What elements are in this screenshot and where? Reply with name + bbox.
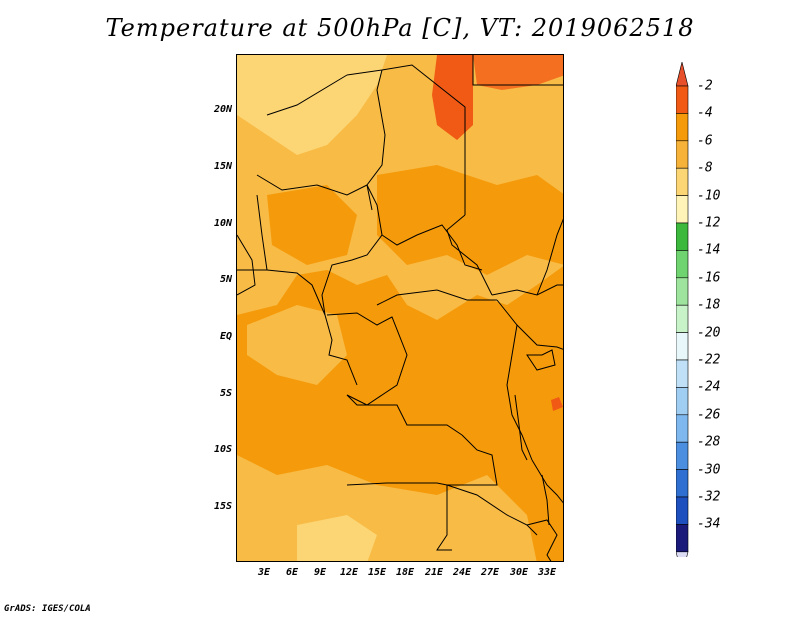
colorbar-label: -30 [697,462,721,478]
colorbar-label: -28 [697,434,721,450]
shade-warm-east [551,397,563,411]
colorbar-swatch [676,469,689,498]
colorbar-swatch [676,304,689,333]
shade-pale-south [297,515,377,561]
map-canvas [237,55,563,561]
lat-label-10s: 10S [213,444,232,455]
colorbar-label: -14 [697,242,721,258]
colorbar-swatch [676,113,689,142]
border-angola-north [346,394,463,436]
border-niger-chad [366,69,386,211]
border-congo [326,312,408,406]
border-zambia [446,484,538,536]
credit-text: GrADS: IGES/COLA [4,604,91,614]
lat-label-5n: 5N [219,274,232,285]
border-lake-tanganyika [514,394,528,461]
lon-label-33e: 33E [537,567,557,578]
border-drc-uganda [496,299,563,350]
border-mozambique [526,519,558,561]
colorbar-label: -6 [697,133,713,149]
colorbar-swatch [676,496,689,525]
border-mali-niger [266,74,348,116]
border-libya-egypt [472,55,563,86]
border-ethiopia [536,218,563,296]
colorbar-swatch [676,414,689,443]
colorbar-swatch [676,85,689,114]
colorbar-label: -34 [697,516,721,532]
colorbar-label: -32 [697,489,721,505]
colorbar-top-arrow [676,62,689,87]
border-car-south [376,289,497,306]
colorbar-label: -16 [697,270,721,286]
colorbar [676,62,689,557]
lon-label-21e: 21E [424,567,444,578]
colorbar-swatch [676,250,689,279]
lat-label-10n: 10N [213,218,232,229]
border-benin [256,194,268,271]
colorbar-bottom-arrow [676,551,689,557]
colorbar-swatch [676,524,689,553]
border-namibia-east [436,485,452,551]
colorbar-label: -10 [697,188,721,204]
border-drc-east [506,324,533,461]
border-angola-namibia [346,482,448,486]
border-nigeria-cameroon [321,184,383,316]
colorbar-swatch [676,140,689,169]
lat-label-15n: 15N [213,161,232,172]
border-chad-sudan [446,214,493,296]
lat-label-15s: 15S [213,501,232,512]
lon-label-9e: 9E [313,567,327,578]
colorbar-label: -18 [697,297,721,313]
border-cameroon-car [381,224,483,271]
lat-label-eq: EQ [219,331,232,342]
lon-label-18e: 18E [395,567,415,578]
lon-label-12e: 12E [339,567,359,578]
lon-label-6e: 6E [285,567,299,578]
shade-pale-north [237,55,387,155]
shade-dark-west [267,185,357,265]
colorbar-swatch [676,359,689,388]
colorbar-label: -12 [697,215,721,231]
colorbar-label: -20 [697,325,721,341]
border-coast-west [237,234,256,296]
colorbar-swatch [676,387,689,416]
lat-label-5s: 5S [219,388,232,399]
colorbar-label: -26 [697,407,721,423]
shade-light-mid-west [247,305,347,385]
lat-label-20n: 20N [213,104,232,115]
lon-label-15e: 15E [367,567,387,578]
lon-label-3e: 3E [257,567,271,578]
colorbar-swatch [676,195,689,224]
colorbar-swatch [676,332,689,361]
colorbar-label: -2 [697,78,713,94]
colorbar-swatch [676,277,689,306]
lon-label-30e: 30E [509,567,529,578]
border-cameroon-gabon [324,314,358,386]
colorbar-label: -24 [697,379,721,395]
shade-warm-ne2 [473,55,563,90]
colorbar-swatch [676,441,689,470]
border-angola-drc [447,434,498,486]
colorbar-label: -4 [697,105,713,121]
lon-label-24e: 24E [452,567,472,578]
lon-label-27e: 27E [480,567,500,578]
colorbar-label: -22 [697,352,721,368]
country-borders [237,55,563,561]
coast-gulf-guinea [237,269,326,316]
border-algeria-libya [346,64,466,215]
shade-dark-sahel [377,165,563,275]
temperature-map [236,54,564,562]
colorbar-swatch [676,167,689,196]
colorbar-swatch [676,222,689,251]
border-lake-malawi [541,474,550,526]
border-lake-victoria [526,349,556,371]
border-tanzania [531,459,563,504]
colorbar-label: -8 [697,160,713,176]
map-title: Temperature at 500hPa [C], VT: 201906251… [105,14,695,42]
border-niger-nigeria [256,174,368,196]
